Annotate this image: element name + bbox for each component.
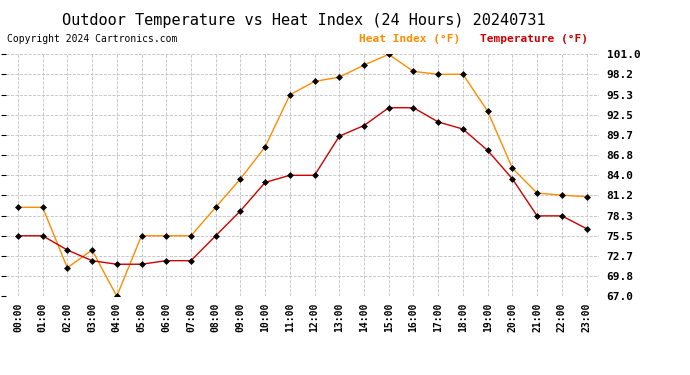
Text: Outdoor Temperature vs Heat Index (24 Hours) 20240731: Outdoor Temperature vs Heat Index (24 Ho… (62, 13, 545, 28)
Text: Temperature (°F): Temperature (°F) (480, 34, 588, 44)
Text: Copyright 2024 Cartronics.com: Copyright 2024 Cartronics.com (7, 34, 177, 44)
Text: Heat Index (°F): Heat Index (°F) (359, 34, 460, 44)
